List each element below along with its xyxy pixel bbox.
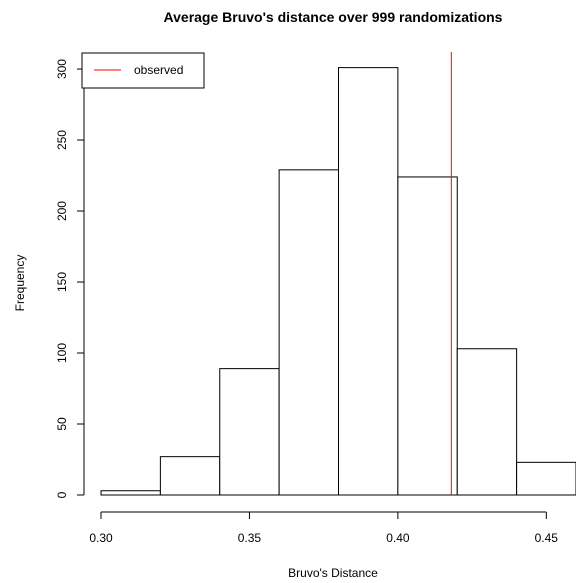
y-axis: 0 50 100 150 200 250 300 bbox=[55, 59, 85, 498]
y-axis-label: Frequency bbox=[13, 255, 27, 312]
y-tick-label: 0 bbox=[55, 491, 69, 498]
x-tick-label: 0.35 bbox=[238, 531, 262, 545]
bars-group bbox=[100, 67, 576, 496]
histogram-bar-3 bbox=[219, 368, 280, 496]
histogram-bar-2 bbox=[159, 456, 221, 496]
y-tick-label: 150 bbox=[55, 272, 69, 292]
x-axis-label: Bruvo's Distance bbox=[288, 566, 378, 580]
histogram-bar-5 bbox=[338, 67, 399, 496]
y-tick-label: 100 bbox=[55, 343, 69, 363]
legend: observed bbox=[81, 52, 205, 89]
x-tick-label: 0.30 bbox=[89, 531, 113, 545]
histogram-bar-4 bbox=[278, 169, 339, 496]
histogram-bar-8 bbox=[516, 461, 576, 496]
x-tick-label: 0.40 bbox=[386, 531, 410, 545]
chart-title: Average Bruvo's distance over 999 random… bbox=[164, 9, 503, 25]
legend-label: observed bbox=[134, 63, 183, 77]
y-tick-label: 50 bbox=[55, 417, 69, 431]
y-tick-label: 300 bbox=[55, 59, 69, 79]
y-tick-label: 250 bbox=[55, 130, 69, 150]
histogram-bar-7 bbox=[456, 348, 518, 496]
histogram-bar-1 bbox=[100, 490, 161, 496]
histogram-bar-6 bbox=[397, 176, 458, 496]
x-axis: 0.30 0.35 0.40 0.45 bbox=[89, 511, 559, 545]
x-tick-label: 0.45 bbox=[535, 531, 559, 545]
y-tick-label: 200 bbox=[55, 201, 69, 221]
